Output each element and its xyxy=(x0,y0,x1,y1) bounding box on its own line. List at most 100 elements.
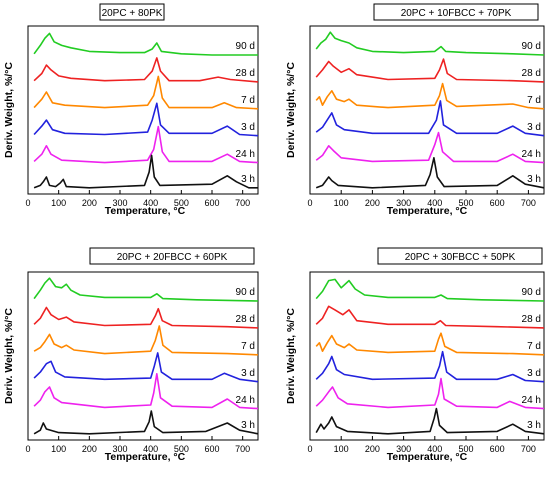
x-tick-label: 500 xyxy=(458,198,473,208)
series-line-24h xyxy=(33,125,259,164)
x-tick-label: 100 xyxy=(334,198,349,208)
chart-title: 20PC + 30FBCC + 50PK xyxy=(405,252,516,263)
x-tick-label: 200 xyxy=(365,444,380,454)
series-line-90d xyxy=(33,32,258,56)
chart-title-box xyxy=(99,3,165,21)
series-label: 3 d xyxy=(527,122,541,133)
series-line-7d xyxy=(315,82,545,110)
x-tick-label: 300 xyxy=(396,444,411,454)
x-tick-label: 0 xyxy=(25,198,30,208)
chart-panel-2: 20PC + 10FBCC + 70PK 0 100 200 300 400 500 600 7… xyxy=(285,3,545,217)
series-line-24h xyxy=(315,131,545,164)
series-line-7d xyxy=(315,332,545,356)
series-label: 90 d xyxy=(236,287,255,298)
series-line-3h xyxy=(33,410,259,435)
series-line-24h xyxy=(315,377,545,410)
x-axis-label: Temperature, °C xyxy=(105,451,186,463)
series-label: 24 h xyxy=(522,149,541,160)
series-line-24h xyxy=(33,373,259,410)
chart-title-box xyxy=(377,247,543,265)
chart-title-box xyxy=(373,3,539,21)
plot-frame xyxy=(309,271,545,441)
x-axis-label: Temperature, °C xyxy=(387,451,468,463)
x-tick-label: 200 xyxy=(365,198,380,208)
series-line-90d xyxy=(315,278,545,302)
series-label: 28 d xyxy=(522,314,541,325)
x-tick-label: 100 xyxy=(51,198,66,208)
x-tick-label: 700 xyxy=(521,198,536,208)
x-tick-label: 0 xyxy=(25,444,30,454)
x-tick-label: 200 xyxy=(82,198,97,208)
x-tick-label: 300 xyxy=(396,198,411,208)
chart-panel-4: 20PC + 30FBCC + 50PK 0 100 200 300 400 500 600 7… xyxy=(285,247,545,463)
x-tick-label: 700 xyxy=(521,444,536,454)
plot-frame xyxy=(27,271,259,441)
series-label: 28 d xyxy=(236,314,255,325)
x-tick-label: 400 xyxy=(143,198,158,208)
series-line-3h xyxy=(33,154,258,189)
x-axis-label: Temperature, °C xyxy=(105,205,186,217)
y-axis-label: Deriv. Weight, %/°C xyxy=(285,62,297,158)
series-label: 3 h xyxy=(527,420,541,431)
x-tick-label: 200 xyxy=(82,444,97,454)
series-line-28d xyxy=(33,57,259,83)
x-tick-label: 500 xyxy=(458,444,473,454)
x-tick-label: 600 xyxy=(204,198,219,208)
chart-title: 20PC + 80PK xyxy=(102,8,163,19)
series-label: 3 h xyxy=(241,420,255,431)
series-label: 3 d xyxy=(527,368,541,379)
series-line-90d xyxy=(315,31,545,56)
x-axis-label: Temperature, °C xyxy=(387,205,468,217)
series-line-7d xyxy=(33,75,259,110)
series-label: 24 h xyxy=(236,149,255,160)
series-label: 7 d xyxy=(527,341,541,352)
series-line-28d xyxy=(33,306,259,329)
series-line-28d xyxy=(315,58,545,83)
series-label: 7 d xyxy=(241,341,255,352)
chart-title: 20PC + 10FBCC + 70PK xyxy=(401,8,512,19)
series-label: 3 d xyxy=(241,368,255,379)
plot-frame xyxy=(309,25,545,195)
x-tick-label: 100 xyxy=(334,444,349,454)
x-tick-label: 600 xyxy=(490,444,505,454)
series-line-3d xyxy=(33,102,259,137)
x-tick-label: 600 xyxy=(490,198,505,208)
series-label: 3 h xyxy=(527,174,541,185)
x-tick-label: 700 xyxy=(235,444,250,454)
chart-title-box xyxy=(89,247,255,265)
series-label: 3 h xyxy=(241,174,255,185)
series-line-3d xyxy=(33,352,259,383)
x-tick-label: 500 xyxy=(174,444,189,454)
x-tick-label: 0 xyxy=(307,198,312,208)
series-line-7d xyxy=(33,325,259,356)
y-axis-label: Deriv. Weight, %/°C xyxy=(3,62,15,158)
x-tick-label: 300 xyxy=(112,198,127,208)
x-tick-label: 400 xyxy=(143,444,158,454)
x-tick-label: 300 xyxy=(112,444,127,454)
series-label: 3 d xyxy=(241,122,255,133)
x-tick-label: 500 xyxy=(174,198,189,208)
plot-frame xyxy=(27,25,259,195)
series-label: 24 h xyxy=(236,395,255,406)
x-tick-label: 0 xyxy=(307,444,312,454)
x-tick-label: 700 xyxy=(235,198,250,208)
series-label: 90 d xyxy=(522,287,541,298)
x-tick-label: 100 xyxy=(51,444,66,454)
series-label: 7 d xyxy=(241,95,255,106)
y-axis-label: Deriv. Weight, %/°C xyxy=(3,308,15,404)
series-label: 90 d xyxy=(522,41,541,52)
series-label: 28 d xyxy=(236,68,255,79)
x-tick-label: 400 xyxy=(427,198,442,208)
series-label: 7 d xyxy=(527,95,541,106)
series-line-3d xyxy=(315,100,545,137)
series-line-28d xyxy=(315,305,545,329)
series-label: 24 h xyxy=(522,395,541,406)
x-tick-label: 400 xyxy=(427,444,442,454)
series-label: 90 d xyxy=(236,41,255,52)
chart-panel-3: 20PC + 20FBCC + 60PK 0 100 200 300 400 500 600 7… xyxy=(3,247,259,463)
series-line-3h xyxy=(315,157,545,189)
series-label: 28 d xyxy=(522,68,541,79)
x-tick-label: 600 xyxy=(204,444,219,454)
y-axis-label: Deriv. Weight, %/°C xyxy=(285,308,297,404)
